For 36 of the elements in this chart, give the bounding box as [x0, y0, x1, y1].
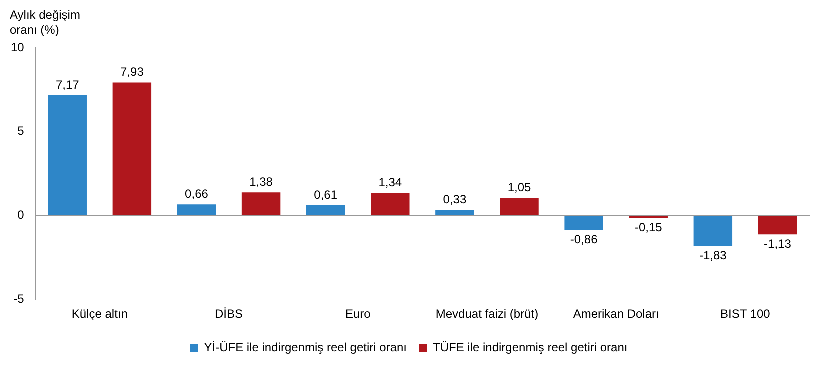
bar: [242, 192, 281, 216]
bar: [48, 95, 87, 216]
y-tick-label: 5: [18, 124, 25, 138]
bar: [306, 206, 346, 216]
data-label: -0,86: [570, 232, 598, 246]
data-label: -1,13: [764, 237, 792, 251]
data-label: 7,93: [120, 65, 144, 80]
data-label: -1,83: [699, 248, 728, 263]
data-label: 1,34: [378, 176, 402, 190]
legend-label: TÜFE ile indirgenmiş reel getiri oranı: [433, 340, 628, 354]
bar: [177, 204, 216, 216]
bar: [500, 198, 539, 216]
y-tick-label: -5: [14, 292, 25, 306]
y-axis-title: Aylık değişim oranı (%): [10, 8, 82, 38]
data-label: -0,15: [634, 220, 663, 235]
x-tick-label: Euro: [345, 307, 372, 322]
bar: [758, 216, 798, 235]
y-tick-label: 10: [10, 40, 25, 54]
bar: [371, 193, 410, 216]
data-label: 0,33: [443, 192, 467, 207]
x-tick-label: Külçe altın: [72, 307, 128, 322]
data-label: 0,61: [314, 188, 338, 202]
x-tick-label: BIST 100: [720, 307, 771, 322]
x-tick-label: Amerikan Doları: [573, 307, 660, 322]
legend-label: Yİ-ÜFE ile indirgenmiş reel getiri oranı: [204, 340, 408, 354]
x-tick-label: Mevduat faizi (brüt): [436, 307, 539, 322]
data-label: 7,17: [56, 78, 80, 92]
bar: [564, 216, 604, 230]
bar: [694, 216, 733, 246]
data-label: 1,38: [250, 174, 274, 189]
data-label: 0,66: [185, 186, 209, 201]
data-label: 1,05: [508, 180, 532, 194]
bar: [436, 210, 474, 216]
y-tick-label: 0: [18, 208, 25, 222]
bar: [112, 82, 152, 216]
x-tick-label: DİBS: [215, 307, 244, 322]
